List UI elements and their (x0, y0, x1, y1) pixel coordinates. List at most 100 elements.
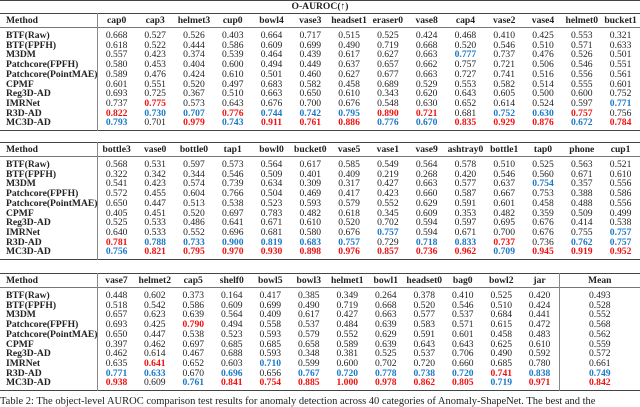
column-header-bowl4: bowl4 (259, 15, 284, 26)
score-cell: 0.641 (221, 217, 244, 229)
score-cell: 0.594 (415, 226, 438, 238)
score-cell: 0.359 (532, 207, 554, 219)
method-name: Reg3D-AD (0, 218, 98, 228)
score-cell: 0.738 (413, 367, 436, 379)
score-cell: 0.671 (570, 168, 593, 180)
header-row: Method cap0 cap3 helmet3 cup0 bowl4 vase3 heads… (0, 13, 640, 28)
score-cell: 0.639 (182, 309, 205, 321)
score-cell: 0.514 (532, 78, 554, 90)
score-cell: 0.577 (454, 178, 477, 190)
score-cell: 0.451 (144, 207, 166, 219)
score-cell: 0.510 (490, 299, 513, 311)
score-cell: 0.462 (105, 348, 128, 360)
score-cell: 0.551 (609, 59, 632, 71)
score-cell: 0.701 (144, 117, 166, 129)
score-cell: 0.664 (260, 30, 283, 41)
score-cell: 0.486 (183, 217, 205, 229)
score-cell: 0.718 (415, 236, 438, 248)
score-cell: 0.539 (221, 49, 244, 61)
score-cell: 0.522 (144, 39, 166, 51)
table-row: CPMF 0.405 0.451 0.520 0.697 0.783 0.482 0.618 0… (0, 207, 640, 219)
column-header-helmet1: helmet1 (330, 275, 364, 286)
score-cell: 0.464 (260, 49, 283, 61)
score-cell: 0.702 (374, 357, 397, 369)
table-row: Patchcore(PointMAE) 0.589 0.476 0.424 0.610 0… (0, 70, 640, 80)
score-cell: 0.643 (413, 338, 436, 350)
score-cell: 0.661 (588, 357, 611, 369)
header-row: Method bottle3 vase0 bottle0 tap1 bowl0 bucket… (0, 142, 640, 157)
table-row: BTF(Raw) 0.668 0.527 0.526 0.403 0.664 0.717 0.… (0, 27, 640, 41)
score-cell: 0.706 (451, 348, 474, 360)
score-cell: 0.397 (105, 338, 128, 350)
method-name: BTF(FPFH) (0, 40, 98, 51)
score-cell: 0.886 (338, 117, 360, 129)
score-cell: 0.783 (260, 207, 283, 219)
score-cell: 0.342 (144, 168, 166, 180)
score-cell: 0.637 (493, 178, 515, 190)
score-cell: 0.453 (144, 59, 166, 71)
score-cell: 0.919 (570, 246, 593, 258)
score-cell: 0.790 (182, 319, 205, 331)
score-cell: 0.719 (336, 299, 359, 311)
method-name: MC3D-AD (0, 378, 98, 391)
score-cell: 0.482 (299, 207, 322, 219)
score-cell: 0.504 (260, 188, 283, 200)
score-cell: 0.699 (299, 39, 322, 51)
score-cell: 0.552 (183, 226, 205, 238)
score-cell: 0.546 (451, 299, 474, 311)
column-header-bowl1: bowl1 (373, 275, 399, 286)
score-cell: 0.568 (105, 159, 128, 170)
score-cell: 0.526 (183, 30, 205, 41)
score-cell: 0.483 (520, 330, 560, 340)
score-cell: 0.542 (143, 299, 166, 311)
score-cell: 0.634 (260, 178, 283, 190)
score-cell: 0.721 (493, 59, 515, 71)
score-cell: 0.546 (221, 168, 244, 180)
method-name: BTF(Raw) (0, 156, 98, 170)
score-cell: 0.684 (490, 309, 513, 321)
method-name: BTF(FPFH) (0, 169, 98, 180)
score-cell: 0.423 (144, 49, 166, 61)
score-cell: 0.410 (493, 30, 515, 41)
score-cell: 0.424 (520, 300, 560, 311)
method-name: IMRNet (0, 228, 98, 238)
score-cell: 0.561 (609, 68, 632, 80)
score-cell: 0.667 (493, 188, 515, 200)
score-cell: 0.633 (143, 367, 166, 379)
score-cell: 0.610 (221, 68, 244, 80)
score-cell: 0.978 (374, 377, 397, 389)
column-header-bowl5: bowl5 (257, 275, 283, 286)
score-cell: 0.447 (143, 328, 166, 340)
score-cell: 0.577 (413, 309, 436, 321)
method-name: BTF(Raw) (0, 287, 98, 301)
table-row: MC3D-AD 0.793 0.701 0.979 0.743 0.911 0.761 0.8… (0, 117, 640, 131)
score-cell: 0.700 (299, 97, 322, 109)
score-cell: 0.458 (532, 197, 554, 209)
score-cell: 0.962 (454, 246, 477, 258)
column-header-cap0: cap0 (107, 15, 127, 26)
score-cell: 0.681 (260, 226, 283, 238)
score-cell: 0.776 (377, 117, 399, 129)
column-header-bottle3: bottle3 (102, 144, 131, 155)
method-name: Patchcore(PointMAE) (0, 330, 98, 340)
method-name: CPMF (0, 79, 98, 90)
score-cell: 0.423 (144, 178, 166, 190)
score-cell: 0.793 (105, 117, 128, 129)
score-cell: 0.520 (183, 207, 205, 219)
score-cell: 0.414 (570, 217, 593, 229)
score-cell: 0.509 (570, 207, 593, 219)
score-cell: 0.564 (415, 159, 438, 170)
column-header-cup0: cup0 (222, 15, 243, 26)
score-cell: 0.683 (260, 78, 283, 90)
score-cell: 0.689 (377, 78, 399, 90)
score-cell: 0.736 (532, 236, 554, 248)
score-cell: 0.401 (299, 168, 322, 180)
score-cell: 0.600 (221, 59, 244, 71)
score-cell: 0.309 (299, 178, 322, 190)
results-table: Method bottle3 vase0 bottle0 tap1 bowl0 bucket… (0, 142, 640, 261)
score-cell: 0.757 (609, 236, 632, 248)
score-cell: 0.683 (299, 236, 322, 248)
score-cell: 0.526 (570, 49, 593, 61)
score-cell: 0.663 (415, 178, 438, 190)
score-cell: 0.721 (415, 107, 438, 119)
